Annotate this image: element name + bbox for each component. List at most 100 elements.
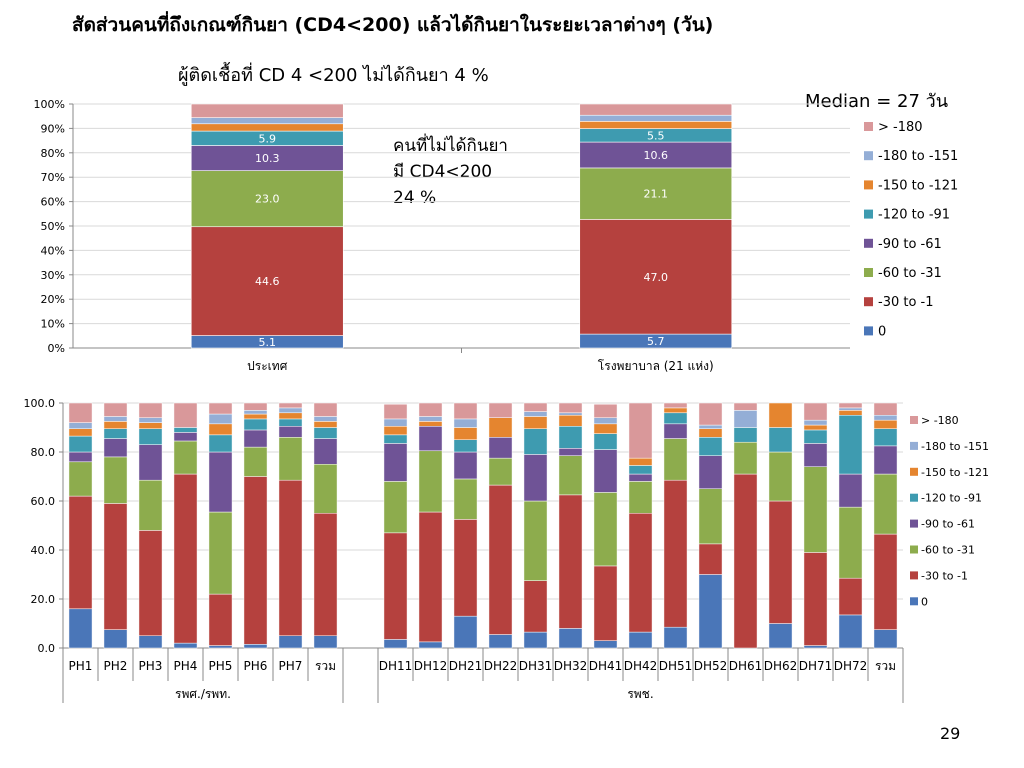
bar-segment bbox=[383, 481, 408, 534]
bar-segment bbox=[243, 446, 268, 477]
x-category-label: DH21 bbox=[449, 659, 483, 673]
data-label: 5.7 bbox=[647, 335, 665, 348]
bar-segment bbox=[103, 428, 128, 439]
bar-segment bbox=[593, 492, 618, 567]
bar-segment bbox=[838, 473, 863, 508]
bar-segment bbox=[138, 444, 163, 481]
bar-segment bbox=[803, 419, 828, 426]
bar-segment bbox=[523, 580, 548, 633]
bar-segment bbox=[418, 450, 443, 513]
legend-label: > -180 bbox=[878, 120, 923, 135]
bar-segment bbox=[768, 500, 793, 624]
bar-segment bbox=[453, 439, 478, 453]
bar-segment bbox=[873, 533, 898, 630]
bar-segment bbox=[313, 402, 338, 417]
x-category-label: DH31 bbox=[519, 659, 553, 673]
bar-segment bbox=[698, 428, 723, 438]
bar-segment bbox=[103, 456, 128, 504]
bar-segment bbox=[558, 628, 583, 649]
legend-swatch bbox=[910, 416, 918, 424]
bar-segment bbox=[803, 424, 828, 431]
bar-segment bbox=[453, 451, 478, 480]
x-category-label: PH2 bbox=[104, 659, 128, 673]
bar-segment bbox=[418, 416, 443, 422]
legend-label: -30 to -1 bbox=[921, 569, 968, 582]
bar-segment bbox=[698, 455, 723, 489]
untreated-note-line: คนที่ไม่ได้กินยา bbox=[393, 136, 508, 156]
y-tick-label: 20% bbox=[41, 293, 65, 306]
legend-label: -150 to -121 bbox=[921, 466, 989, 479]
bar-segment bbox=[313, 438, 338, 465]
x-category-label: รวม bbox=[315, 659, 336, 673]
bar-segment bbox=[453, 615, 478, 649]
bar-segment bbox=[173, 642, 198, 649]
y-tick-label: 60.0 bbox=[31, 495, 56, 508]
legend-swatch bbox=[910, 545, 918, 554]
x-category-label: PH3 bbox=[139, 659, 163, 673]
bar-segment bbox=[803, 429, 828, 444]
bar-segment bbox=[488, 484, 513, 635]
bar-segment bbox=[698, 488, 723, 545]
legend-label: -180 to -151 bbox=[878, 149, 958, 164]
legend-swatch bbox=[864, 122, 873, 131]
x-group-label: รพศ./รพท. bbox=[175, 687, 231, 701]
bar-segment bbox=[663, 407, 688, 414]
x-category-label: DH42 bbox=[624, 659, 658, 673]
bar-segment bbox=[138, 479, 163, 531]
legend-swatch bbox=[864, 180, 873, 190]
bar-segment bbox=[558, 448, 583, 456]
bar-segment bbox=[453, 402, 478, 420]
bar-segment bbox=[278, 426, 303, 438]
bar-segment bbox=[523, 500, 548, 581]
bar-segment bbox=[418, 421, 443, 427]
bar-segment bbox=[838, 410, 863, 416]
bar-segment bbox=[68, 495, 93, 610]
bar-segment bbox=[768, 623, 793, 649]
y-tick-label: 40% bbox=[41, 244, 65, 257]
bar-segment bbox=[873, 473, 898, 535]
bar-segment bbox=[873, 415, 898, 421]
bar-segment bbox=[733, 473, 758, 649]
x-category-label: DH11 bbox=[379, 659, 413, 673]
x-category-label: ประเทศ bbox=[247, 359, 288, 373]
bar-segment bbox=[579, 219, 733, 335]
bar-segment bbox=[838, 415, 863, 475]
bar-segment bbox=[488, 634, 513, 649]
bar-segment bbox=[593, 449, 618, 493]
bar-segment bbox=[243, 402, 268, 411]
bar-segment bbox=[628, 457, 653, 466]
bar-segment bbox=[138, 417, 163, 423]
bar-segment bbox=[103, 438, 128, 458]
legend-swatch bbox=[910, 467, 918, 476]
bar-segment bbox=[138, 422, 163, 429]
bar-segment bbox=[733, 402, 758, 411]
bar-segment bbox=[628, 473, 653, 482]
bar-segment bbox=[278, 412, 303, 420]
legend-swatch bbox=[910, 493, 918, 502]
bar-segment bbox=[313, 427, 338, 439]
bar-segment bbox=[663, 438, 688, 481]
bar-segment bbox=[313, 416, 338, 422]
data-label: 44.6 bbox=[255, 275, 280, 288]
y-tick-label: 60% bbox=[41, 196, 65, 209]
bar-segment bbox=[698, 424, 723, 429]
x-category-label: PH6 bbox=[244, 659, 268, 673]
bar-segment bbox=[768, 402, 793, 428]
bar-segment bbox=[768, 427, 793, 453]
x-category-label: DH32 bbox=[554, 659, 588, 673]
bar-segment bbox=[453, 418, 478, 428]
x-category-label: PH4 bbox=[174, 659, 198, 673]
bar-segment bbox=[838, 402, 863, 409]
legend-label: > -180 bbox=[921, 414, 959, 427]
bar-segment bbox=[278, 479, 303, 636]
bar-segment bbox=[698, 574, 723, 649]
bar-segment bbox=[558, 412, 583, 416]
bar-segment bbox=[663, 626, 688, 649]
legend-swatch bbox=[910, 571, 918, 580]
bar-segment bbox=[103, 402, 128, 417]
bar-segment bbox=[453, 427, 478, 440]
bar-segment bbox=[579, 103, 733, 116]
legend-label: -180 to -151 bbox=[921, 440, 989, 453]
bar-segment bbox=[190, 226, 344, 336]
bar-segment bbox=[593, 640, 618, 649]
